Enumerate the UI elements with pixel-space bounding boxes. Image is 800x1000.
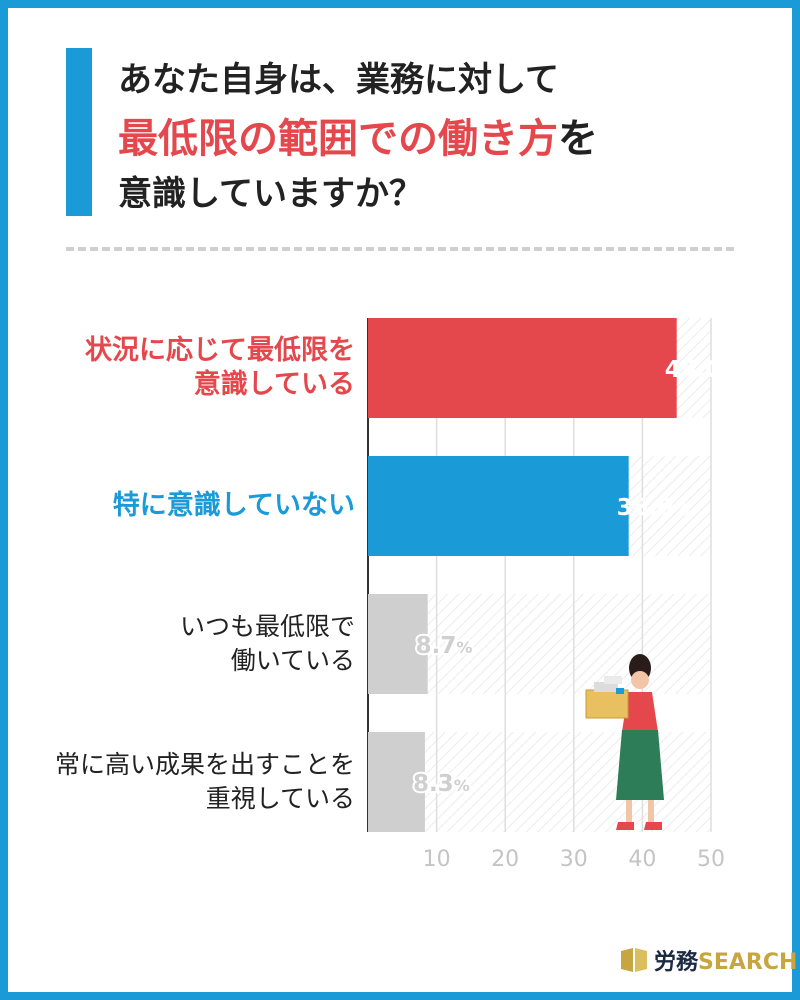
logo-jp: 労務: [654, 950, 699, 975]
bar-1: [368, 456, 629, 556]
x-tick-label: 40: [628, 847, 656, 872]
value-label-2: 8.7%: [416, 633, 473, 659]
book-icon: [621, 948, 647, 972]
category-label-line: 常に高い成果を出すことを: [54, 750, 355, 779]
title-line-3: 意識していますか？: [118, 174, 423, 214]
bar-3: [368, 732, 425, 832]
title-highlight: 最低限の範囲での働き方: [118, 116, 558, 162]
category-label-line: 特に意識していない: [112, 490, 355, 521]
value-label-0: 45.0%: [665, 357, 738, 383]
category-label-line: 重視している: [205, 784, 355, 813]
logo-text: 労務SEARCH: [654, 944, 797, 976]
title-line-1: あなた自身は、業務に対して: [118, 60, 559, 100]
x-tick-label: 50: [697, 847, 725, 872]
woman-carrying-box-illustration: [585, 654, 664, 830]
category-label-1: 特に意識していない: [113, 489, 355, 523]
category-label-2: いつも最低限で働いている: [180, 610, 355, 678]
category-label-line: 状況に応じて最低限を: [85, 335, 355, 366]
bar-0: [368, 318, 677, 418]
title-line-2: 最低限の範囲での働き方を: [118, 106, 598, 164]
title-line-2-rest: を: [558, 116, 598, 162]
logo-en: SEARCH: [698, 950, 798, 975]
title-accent-bar: [66, 48, 92, 216]
bar-2: [368, 594, 428, 694]
category-label-3: 常に高い成果を出すことを重視している: [55, 748, 355, 816]
x-tick-label: 30: [560, 847, 588, 872]
category-label-line: 働いている: [230, 646, 355, 675]
value-label-3: 8.3%: [413, 771, 470, 797]
brand-logo: 労務SEARCH: [620, 944, 797, 976]
x-tick-label: 20: [491, 847, 519, 872]
category-label-0: 状況に応じて最低限を 意識している: [85, 334, 355, 402]
category-label-line: いつも最低限で: [179, 612, 355, 641]
value-label-1: 38.0%: [617, 495, 690, 521]
category-label-line: 意識している: [193, 369, 355, 400]
x-tick-label: 10: [423, 847, 451, 872]
dashed-divider: [66, 247, 734, 251]
